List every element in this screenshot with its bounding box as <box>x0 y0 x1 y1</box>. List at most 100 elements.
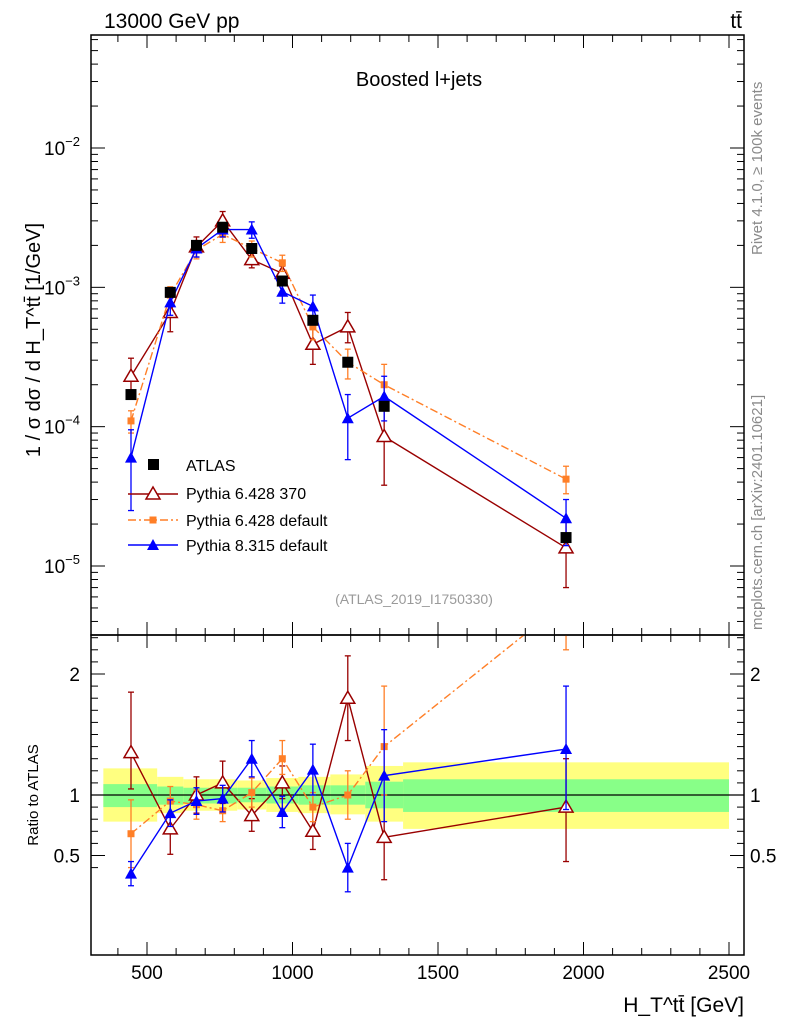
legend-label-pythia6-default: Pythia 6.428 default <box>186 513 328 530</box>
main-point-pythia-6-428-default-9 <box>562 475 570 483</box>
ratio-point-pythia-6-428-default-0 <box>127 830 135 838</box>
main-point-pythia-8-315-default-9 <box>560 512 573 524</box>
ratio-ytick-label-0.5: 0.5 <box>54 847 80 868</box>
main-ytick-label--3: 10−3 <box>44 273 80 299</box>
ratio-xtick-label-500: 500 <box>131 963 163 984</box>
main-point-pythia-6-428-370-8 <box>375 428 393 443</box>
main-point-atlas-1 <box>164 286 176 298</box>
main-point-pythia-8-315-default-7 <box>341 412 354 424</box>
ratio-axes: 500 1000 1500 2000 2500 0.5 0.5 1 1 2 2 <box>54 635 776 984</box>
main-axes: 10−5 10−4 10−3 10−2 <box>44 35 744 635</box>
main-ytick-label--2: 10−2 <box>44 134 80 160</box>
ratio-xtick-label-2500: 2500 <box>708 963 750 984</box>
legend-item-pythia8-default: Pythia 8.315 default <box>128 538 328 555</box>
process-label: tt̄ <box>730 10 742 33</box>
main-point-pythia-6-428-370-7 <box>339 318 357 333</box>
ratio-point-pythia-6-428-370-8 <box>375 828 393 844</box>
legend: ATLAS Pythia 6.428 370 Pythia 6.428 defa… <box>128 458 328 555</box>
ratio-point-pythia-8-315-default-8 <box>378 769 391 781</box>
main-point-pythia-6-428-default-6 <box>309 323 317 331</box>
legend-marker-atlas <box>148 459 159 470</box>
ratio-point-pythia-6-428-default-5 <box>278 755 286 763</box>
ratio-point-pythia-8-315-default-9 <box>560 743 573 755</box>
main-point-pythia-8-315-default-0 <box>124 451 137 463</box>
main-point-atlas-5 <box>276 275 288 287</box>
main-point-pythia-6-428-370-6 <box>304 335 322 351</box>
main-point-atlas-9 <box>560 532 572 544</box>
main-line-pythia-6-428-370 <box>130 219 567 549</box>
main-ylabel: 1 / σ dσ / d H_T^tt̄ [1/GeV] <box>23 223 45 457</box>
ratio-line-pythia-8-315-default <box>130 748 567 875</box>
main-point-atlas-6 <box>307 314 319 326</box>
ratio-point-pythia-8-315-default-7 <box>341 861 354 873</box>
main-point-atlas-0 <box>125 389 137 401</box>
ratio-point-pythia-6-428-370-1 <box>161 820 179 835</box>
main-point-pythia-8-315-default-6 <box>306 300 319 312</box>
ratio-xtick-label-1000: 1000 <box>271 963 313 984</box>
legend-label-atlas: ATLAS <box>186 458 236 475</box>
ratio-point-pythia-8-315-default-6 <box>306 763 319 775</box>
main-point-pythia-6-428-370-9 <box>557 539 575 554</box>
ratio-ytick-label-right-0.5: 0.5 <box>750 847 776 868</box>
main-point-pythia-8-315-default-4 <box>245 223 258 235</box>
ratio-point-pythia-6-428-370-0 <box>122 744 140 759</box>
ratio-point-pythia-8-315-default-2 <box>190 795 203 807</box>
main-ytick-label--5: 10−5 <box>44 552 80 578</box>
ratio-xlabel: H_T^tt̄ [GeV] <box>623 994 744 1017</box>
ratio-point-pythia-8-315-default-1 <box>164 807 177 819</box>
main-point-pythia-6-428-370-4 <box>243 251 261 266</box>
ratio-panel: 500 1000 1500 2000 2500 0.5 0.5 1 1 2 2 Ratio to A… <box>25 598 776 1017</box>
ratio-ytick-label-1: 1 <box>69 786 80 807</box>
main-point-atlas-7 <box>342 356 354 368</box>
main-series-atlas <box>125 221 572 544</box>
ratio-xtick-label-2000: 2000 <box>562 963 604 984</box>
main-point-atlas-4 <box>246 242 258 254</box>
legend-label-pythia8-default: Pythia 8.315 default <box>186 538 328 555</box>
ratio-point-pythia-6-428-370-7 <box>339 689 357 704</box>
main-point-pythia-8-315-default-5 <box>276 285 289 297</box>
ratio-point-pythia-6-428-default-9 <box>563 598 570 605</box>
ratio-ytick-label-2: 2 <box>69 665 80 686</box>
ratio-line-pythia-6-428-default <box>130 635 526 835</box>
ratio-point-pythia-8-315-default-0 <box>124 867 137 879</box>
rivet-label: Rivet 4.1.0, ≥ 100k events <box>749 82 766 255</box>
main-point-pythia-6-428-370-0 <box>122 367 140 383</box>
main-ytick-label--4: 10−4 <box>44 413 80 439</box>
mcplots-label: mcplots.cern.ch [arXiv:2401.10621] <box>749 395 766 630</box>
main-point-atlas-2 <box>190 239 202 251</box>
main-title: Boosted l+jets <box>356 69 482 91</box>
analysis-tag: (ATLAS_2019_I1750330) <box>335 591 493 607</box>
legend-marker-pythia6-370 <box>144 485 162 500</box>
legend-marker-pythia8-default <box>147 539 159 550</box>
legend-item-pythia6-default: Pythia 6.428 default <box>128 513 328 530</box>
ratio-point-pythia-8-315-default-5 <box>276 805 289 817</box>
ratio-ytick-label-right-2: 2 <box>750 665 761 686</box>
ratio-point-pythia-6-428-default-6 <box>309 803 317 811</box>
ratio-band-inner-0 <box>103 784 158 808</box>
ratio-plot-content <box>91 598 744 893</box>
ratio-point-pythia-6-428-370-4 <box>243 807 261 822</box>
beam-label: 13000 GeV pp <box>104 10 239 33</box>
legend-marker-pythia6-default <box>149 516 157 524</box>
main-point-atlas-3 <box>217 221 229 233</box>
legend-label-pythia6-370: Pythia 6.428 370 <box>186 486 306 503</box>
ratio-line-pythia-6-428-370 <box>130 695 567 839</box>
main-point-pythia-6-428-default-0 <box>127 417 135 425</box>
ratio-ytick-label-right-1: 1 <box>750 786 761 807</box>
main-series-pythia-6-428-370 <box>122 210 575 589</box>
ratio-xtick-label-1500: 1500 <box>417 963 459 984</box>
main-point-pythia-6-428-default-5 <box>278 259 286 267</box>
main-point-pythia-8-315-default-1 <box>164 296 177 308</box>
ratio-point-pythia-8-315-default-4 <box>245 752 258 764</box>
ratio-point-pythia-6-428-default-7 <box>344 791 352 799</box>
main-line-pythia-8-315-default <box>130 228 567 519</box>
main-line-pythia-6-428-default <box>130 233 567 480</box>
ratio-point-pythia-8-315-default-3 <box>216 792 229 804</box>
legend-item-atlas: ATLAS <box>148 458 236 475</box>
ratio-ylabel: Ratio to ATLAS <box>25 744 42 845</box>
ratio-series-pythia-8-315-default <box>124 685 573 893</box>
ratio-point-pythia-6-428-370-6 <box>304 822 322 838</box>
main-point-atlas-8 <box>378 400 390 412</box>
ratio-point-pythia-6-428-default-4 <box>248 789 256 797</box>
